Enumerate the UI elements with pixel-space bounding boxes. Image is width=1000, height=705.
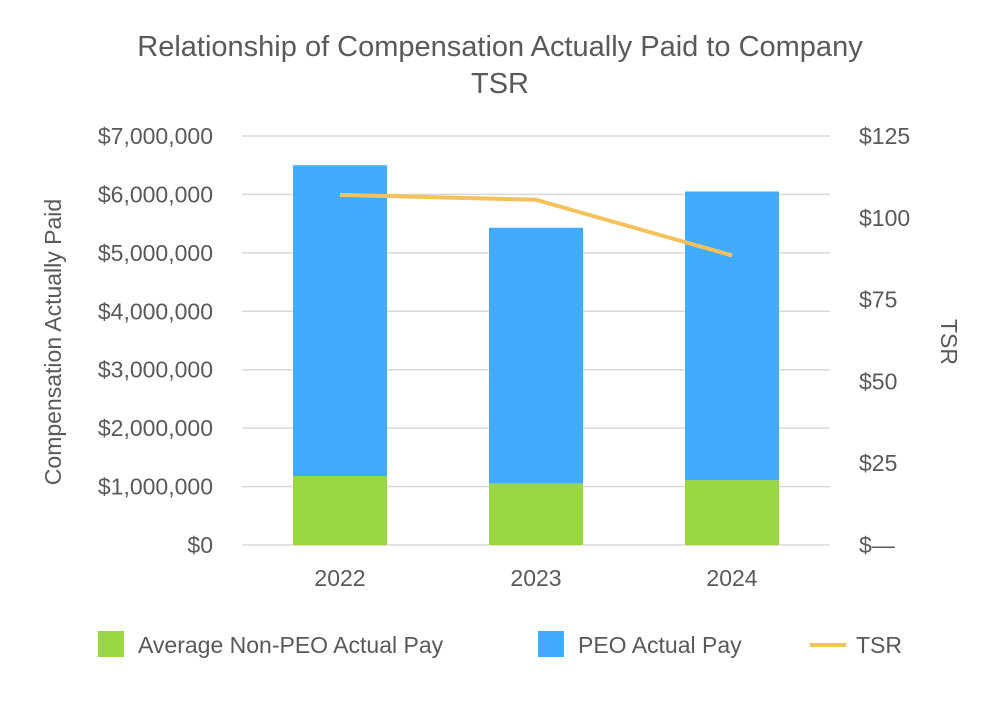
legend-label-2: TSR (856, 632, 902, 658)
y-tick-label: $4,000,000 (98, 298, 213, 324)
y2-tick-label: $— (859, 532, 895, 558)
y2-tick-label: $50 (859, 368, 897, 394)
x-tick-label: 2024 (706, 565, 757, 591)
bar-non-peo-2023 (489, 484, 583, 545)
x-tick-label: 2022 (314, 565, 365, 591)
bar-non-peo-2024 (685, 480, 779, 545)
y2-tick-label: $75 (859, 287, 897, 313)
legend: Average Non-PEO Actual Pay PEO Actual Pay… (98, 631, 902, 658)
bar-peo-2022 (293, 165, 387, 476)
bars (293, 165, 779, 545)
y2-tick-label: $100 (859, 205, 910, 231)
y-axis-ticks: $0 $1,000,000 $2,000,000 $3,000,000 $4,000,0… (98, 123, 213, 558)
y-tick-label: $2,000,000 (98, 415, 213, 441)
legend-label-0: Average Non-PEO Actual Pay (138, 632, 444, 658)
y-tick-label: $7,000,000 (98, 123, 213, 149)
y-tick-label: $3,000,000 (98, 357, 213, 383)
legend-swatch-0 (98, 631, 124, 657)
bar-non-peo-2022 (293, 476, 387, 545)
chart-title-line-1: Relationship of Compensation Actually Pa… (137, 31, 863, 63)
y2-tick-label: $125 (859, 123, 910, 149)
y-tick-label: $6,000,000 (98, 181, 213, 207)
legend-swatch-1 (538, 631, 564, 657)
x-tick-label: 2023 (510, 565, 561, 591)
y2-axis-ticks: $— $25 $50 $75 $100 $125 (859, 123, 910, 558)
legend-label-1: PEO Actual Pay (578, 632, 742, 658)
y-axis-label: Compensation Actually Paid (40, 199, 66, 485)
bar-peo-2023 (489, 228, 583, 484)
x-axis-ticks: 2022 2023 2024 (314, 565, 757, 591)
bar-peo-2024 (685, 192, 779, 481)
y2-axis-label: TSR (936, 319, 962, 365)
chart-title-line-2: TSR (471, 68, 529, 100)
y-tick-label: $5,000,000 (98, 240, 213, 266)
y-tick-label: $0 (187, 532, 213, 558)
y-tick-label: $1,000,000 (98, 474, 213, 500)
y2-tick-label: $25 (859, 450, 897, 476)
